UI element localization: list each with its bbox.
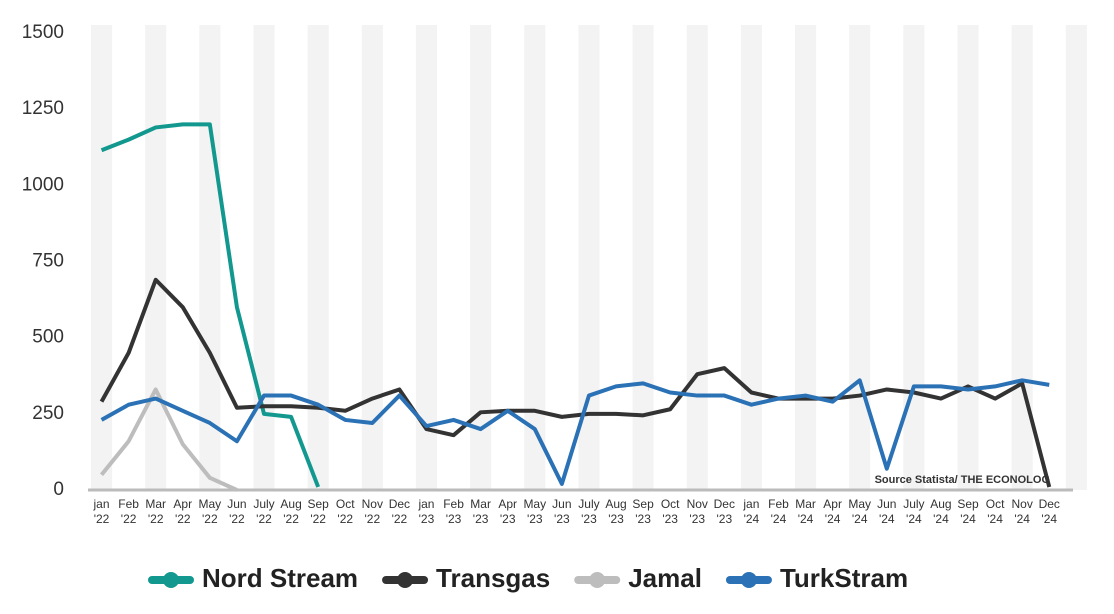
x-tick-label: jan '23 [418, 497, 435, 526]
x-tick-label: Aug '23 [605, 497, 627, 526]
stripe [632, 25, 654, 490]
x-tick-label: Jun '24 [877, 497, 897, 526]
x-tick-label: Dec '24 [1038, 497, 1060, 526]
x-tick-label: jan '24 [743, 497, 760, 526]
x-tick-label: Mar '23 [470, 497, 491, 526]
x-tick-label: Jun '23 [552, 497, 572, 526]
y-tick-label: 1250 [22, 98, 64, 119]
y-tick-label: 750 [32, 251, 64, 272]
x-tick-label: Feb '24 [768, 497, 789, 526]
annotation: Source Statista/ THE ECONOLOG [875, 474, 1050, 486]
x-tick-label: July '24 [903, 497, 925, 526]
x-tick-label: Apr '24 [823, 497, 842, 526]
y-tick-label: 1000 [22, 174, 64, 195]
stripe [578, 25, 600, 490]
stripe [795, 25, 817, 490]
x-tick-label: Nov '23 [686, 497, 708, 526]
x-tick-label: Oct '23 [660, 497, 680, 526]
stripe [740, 25, 762, 490]
stripe [686, 25, 708, 490]
x-tick-label: Jun '22 [227, 497, 247, 526]
x-tick-label: Sep '23 [632, 497, 654, 526]
x-tick-label: Apr '23 [498, 497, 518, 526]
x-tick-label: Dec '23 [713, 497, 735, 526]
x-tick-label: Feb '22 [118, 497, 139, 526]
legend-label: Transgas [436, 563, 550, 593]
legend-marker [589, 572, 606, 588]
legend-label: Jamal [628, 563, 702, 593]
series-line [100, 378, 1050, 486]
x-tick-label: Sep '24 [957, 497, 979, 526]
x-tick-label: July '23 [578, 497, 600, 526]
stripe [415, 25, 438, 490]
x-tick-label: Oct '22 [335, 497, 355, 526]
y-tick-label: 1500 [22, 22, 64, 43]
stripe [1065, 25, 1087, 490]
stripe [1011, 25, 1033, 490]
series-line [100, 122, 321, 488]
x-tick-label: Mar '24 [795, 497, 816, 526]
y-tick-label: 0 [53, 479, 64, 500]
stripe [524, 25, 546, 490]
x-tick-label: Nov '24 [1011, 497, 1033, 526]
stripe [91, 25, 113, 490]
stripe [199, 25, 221, 490]
stripe [957, 25, 979, 490]
stripe [849, 25, 871, 490]
stripe [307, 25, 329, 490]
x-tick-label: Feb '23 [443, 497, 464, 526]
stripe [470, 25, 492, 490]
x-tick-label: Oct '24 [985, 497, 1005, 526]
x-tick-label: Sep '22 [307, 497, 329, 526]
x-tick-label: Aug '22 [280, 497, 302, 526]
stripe [903, 25, 925, 490]
legend-marker [163, 572, 179, 588]
x-tick-label: Dec '22 [388, 497, 411, 526]
y-tick-label: 250 [32, 403, 64, 424]
stripe [253, 25, 275, 490]
legend-label: TurkStram [780, 563, 908, 593]
legend-marker [397, 572, 414, 588]
x-tick-label: Apr '22 [173, 497, 193, 526]
x-tick-label: May '24 [848, 497, 872, 526]
stripe [145, 25, 167, 490]
x-tick-label: May '22 [198, 497, 222, 526]
legend-marker [740, 572, 757, 588]
x-tick-label: jan '22 [93, 497, 110, 526]
series-line [99, 387, 238, 492]
y-tick-label: 500 [32, 327, 64, 348]
stripe [361, 25, 383, 490]
x-tick-label: Mar '22 [145, 497, 167, 526]
x-tick-label: May '23 [523, 497, 547, 526]
x-tick-label: Aug '24 [930, 497, 952, 526]
x-tick-label: July '22 [253, 497, 275, 526]
legend-label: Nord Stream [202, 563, 358, 593]
x-tick-label: Nov '22 [361, 497, 383, 526]
